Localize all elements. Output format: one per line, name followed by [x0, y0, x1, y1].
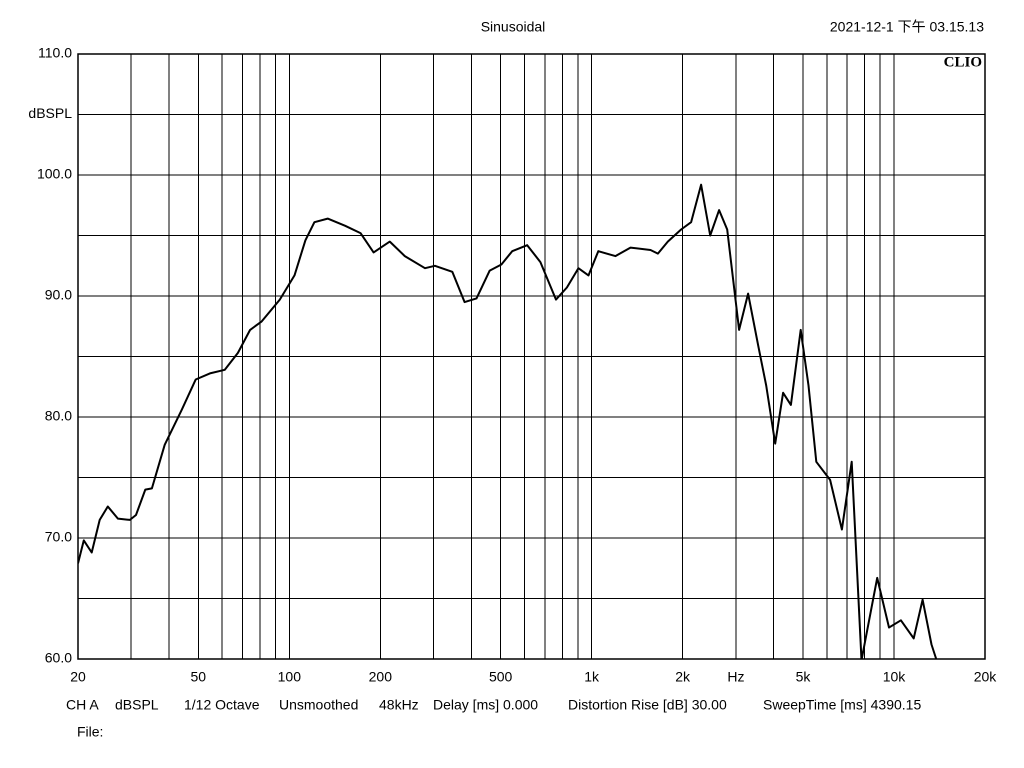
x-tick-label: 200	[369, 669, 393, 685]
info-field: CH A	[66, 697, 99, 713]
brand: CLIO	[944, 54, 982, 70]
response-curve	[78, 183, 938, 659]
x-tick-label: 50	[191, 669, 207, 685]
plot-frame	[77, 53, 986, 660]
x-tick-label: 10k	[883, 669, 907, 685]
x-tick-label: 5k	[796, 669, 812, 685]
y-tick-label: 100.0	[37, 166, 72, 182]
x-tick-label: 20	[70, 669, 86, 685]
timestamp: 2021-12-1 下午 03.15.13	[830, 19, 984, 35]
info-field: 48kHz	[379, 697, 419, 713]
y-tick-label: 70.0	[45, 529, 72, 545]
y-tick-label: dBSPL	[28, 105, 72, 121]
chart-title: Sinusoidal	[481, 19, 546, 35]
info-field: 1/12 Octave	[184, 697, 260, 713]
y-tick-label: 60.0	[45, 650, 72, 666]
x-tick-label: 1k	[584, 669, 600, 685]
x-tick-label: 500	[489, 669, 513, 685]
y-tick-label: 110.0	[38, 45, 72, 61]
y-tick-label: 80.0	[45, 408, 72, 424]
info-field: Distortion Rise [dB] 30.00	[568, 697, 727, 713]
info-field: Unsmoothed	[279, 697, 358, 713]
x-tick-label: 20k	[974, 669, 998, 685]
file-label: File:	[77, 724, 103, 740]
info-field: SweepTime [ms] 4390.15	[763, 697, 921, 713]
info-field: Delay [ms] 0.000	[433, 697, 538, 713]
x-tick-label: Hz	[727, 669, 744, 685]
x-tick-label: 2k	[675, 669, 691, 685]
x-tick-label: 100	[278, 669, 302, 685]
y-tick-label: 90.0	[45, 287, 72, 303]
info-field: dBSPL	[115, 697, 159, 713]
